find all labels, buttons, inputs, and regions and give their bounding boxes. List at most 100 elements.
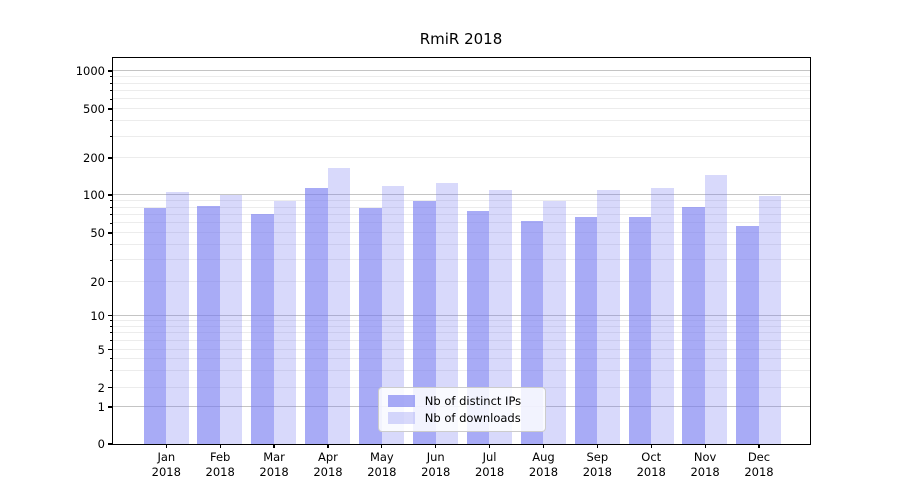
y-minor-tick-mark <box>109 120 112 122</box>
y-tick-label: 20 <box>90 274 105 289</box>
y-tick-label: 10 <box>90 308 105 323</box>
bar-downloads-jul <box>489 189 512 444</box>
gridline-minor <box>112 157 810 159</box>
y-tick-label: 50 <box>90 226 105 240</box>
y-minor-tick-mark <box>109 320 112 322</box>
gridline-minor <box>112 213 810 215</box>
x-tick-label-month: Aug <box>532 450 555 464</box>
y-minor-tick-mark <box>109 200 112 202</box>
y-tick-label: 500 <box>83 102 105 116</box>
x-tick-label-year: 2018 <box>313 465 343 479</box>
bar-downloads-jun <box>435 183 458 444</box>
gridline-minor <box>112 108 810 110</box>
bar-distinct-ips-sep <box>574 216 598 444</box>
y-tick-label: 200 <box>83 151 105 165</box>
x-tick-label-month: Jan <box>157 450 176 464</box>
y-minor-tick-mark <box>109 82 112 84</box>
x-tick-mark <box>650 444 652 448</box>
y-tick-mark <box>107 386 112 389</box>
bar-distinct-ips-apr <box>305 187 328 444</box>
x-tick-mark <box>165 444 167 448</box>
y-tick-mark <box>107 443 112 445</box>
y-tick-mark <box>107 108 112 110</box>
y-minor-tick-mark <box>109 370 112 372</box>
y-minor-tick-mark <box>109 340 112 342</box>
x-tick-mark <box>542 444 545 448</box>
x-tick-mark <box>758 444 760 448</box>
x-tick-label-month: Oct <box>641 450 662 464</box>
x-tick-mark <box>327 444 329 448</box>
y-tick-mark <box>107 70 112 72</box>
bar-downloads-apr <box>327 168 351 444</box>
y-tick-label: 1 <box>97 400 105 414</box>
legend-item-distinct-ips: Nb of distinct IPs <box>387 394 537 409</box>
gridline-minor <box>112 259 810 261</box>
x-tick-mark <box>435 444 437 448</box>
y-tick-mark <box>107 348 112 351</box>
x-tick-mark <box>219 444 221 448</box>
y-minor-tick-mark <box>109 325 112 327</box>
x-tick-mark <box>596 444 598 448</box>
y-minor-tick-mark <box>109 206 112 208</box>
x-tick-label: Dec 2018 <box>727 450 791 480</box>
y-tick-mark <box>107 280 112 283</box>
gridline-minor <box>112 348 810 350</box>
x-tick-mark <box>273 444 275 448</box>
y-tick-mark <box>107 232 112 234</box>
x-tick-label-year: 2018 <box>582 465 612 479</box>
x-tick-label: Nov 2018 <box>673 450 737 480</box>
y-minor-tick-mark <box>109 222 112 224</box>
x-tick-label-year: 2018 <box>367 465 397 479</box>
x-tick-label: Mar 2018 <box>242 450 306 480</box>
y-minor-tick-mark <box>109 214 112 216</box>
x-tick-label-month: Apr <box>318 450 338 464</box>
x-tick-label-month: Nov <box>693 450 717 464</box>
y-tick-mark <box>107 157 112 159</box>
gridline-minor <box>112 369 810 371</box>
x-tick-label-month: Sep <box>586 450 609 464</box>
x-tick-label-year: 2018 <box>474 465 505 479</box>
gridline-minor <box>112 244 810 246</box>
legend: Nb of distinct IPs Nb of downloads <box>377 386 546 432</box>
y-minor-tick-mark <box>109 358 112 360</box>
gridline-minor <box>112 222 810 224</box>
y-tick-mark <box>107 314 112 317</box>
bar-distinct-ips-mar <box>251 214 274 444</box>
bar-downloads-jan <box>166 191 189 444</box>
bar-downloads-feb <box>219 194 243 444</box>
plot-area: Nb of distinct IPs Nb of downloads <box>111 56 811 445</box>
y-minor-tick-mark <box>109 244 112 246</box>
y-tick-label: 2 <box>97 380 105 395</box>
x-tick-label: Apr 2018 <box>296 450 360 480</box>
x-tick-label-year: 2018 <box>151 465 181 479</box>
gridline-minor <box>112 332 810 334</box>
x-tick-label-year: 2018 <box>259 465 289 479</box>
y-tick-label: 0 <box>97 437 105 451</box>
legend-swatch-downloads <box>387 412 415 425</box>
x-tick-mark <box>704 444 706 448</box>
chart-title: RmiR 2018 <box>419 30 503 48</box>
x-tick-label-month: Dec <box>747 450 771 464</box>
bar-distinct-ips-jul <box>466 210 490 444</box>
gridline-minor <box>112 319 810 321</box>
bar-distinct-ips-dec <box>736 225 759 444</box>
x-tick-label-month: Mar <box>263 450 285 464</box>
bar-downloads-may <box>381 186 405 444</box>
gridline-minor <box>112 280 810 282</box>
gridline-minor <box>112 339 810 341</box>
gridline-major <box>112 194 810 196</box>
y-tick-mark <box>107 194 112 196</box>
x-tick-label-month: Jul <box>482 450 497 464</box>
bar-distinct-ips-jun <box>413 201 436 444</box>
gridline-minor <box>112 89 810 91</box>
bar-downloads-oct <box>651 187 674 444</box>
bar-downloads-mar <box>273 201 297 444</box>
x-tick-label-month: May <box>369 450 394 464</box>
x-tick-label-year: 2018 <box>528 465 559 479</box>
y-minor-tick-mark <box>109 76 112 78</box>
gridline-minor <box>112 120 810 122</box>
x-tick-label-year: 2018 <box>744 465 774 479</box>
gridline-minor <box>112 82 810 84</box>
bar-distinct-ips-jan <box>143 208 167 444</box>
